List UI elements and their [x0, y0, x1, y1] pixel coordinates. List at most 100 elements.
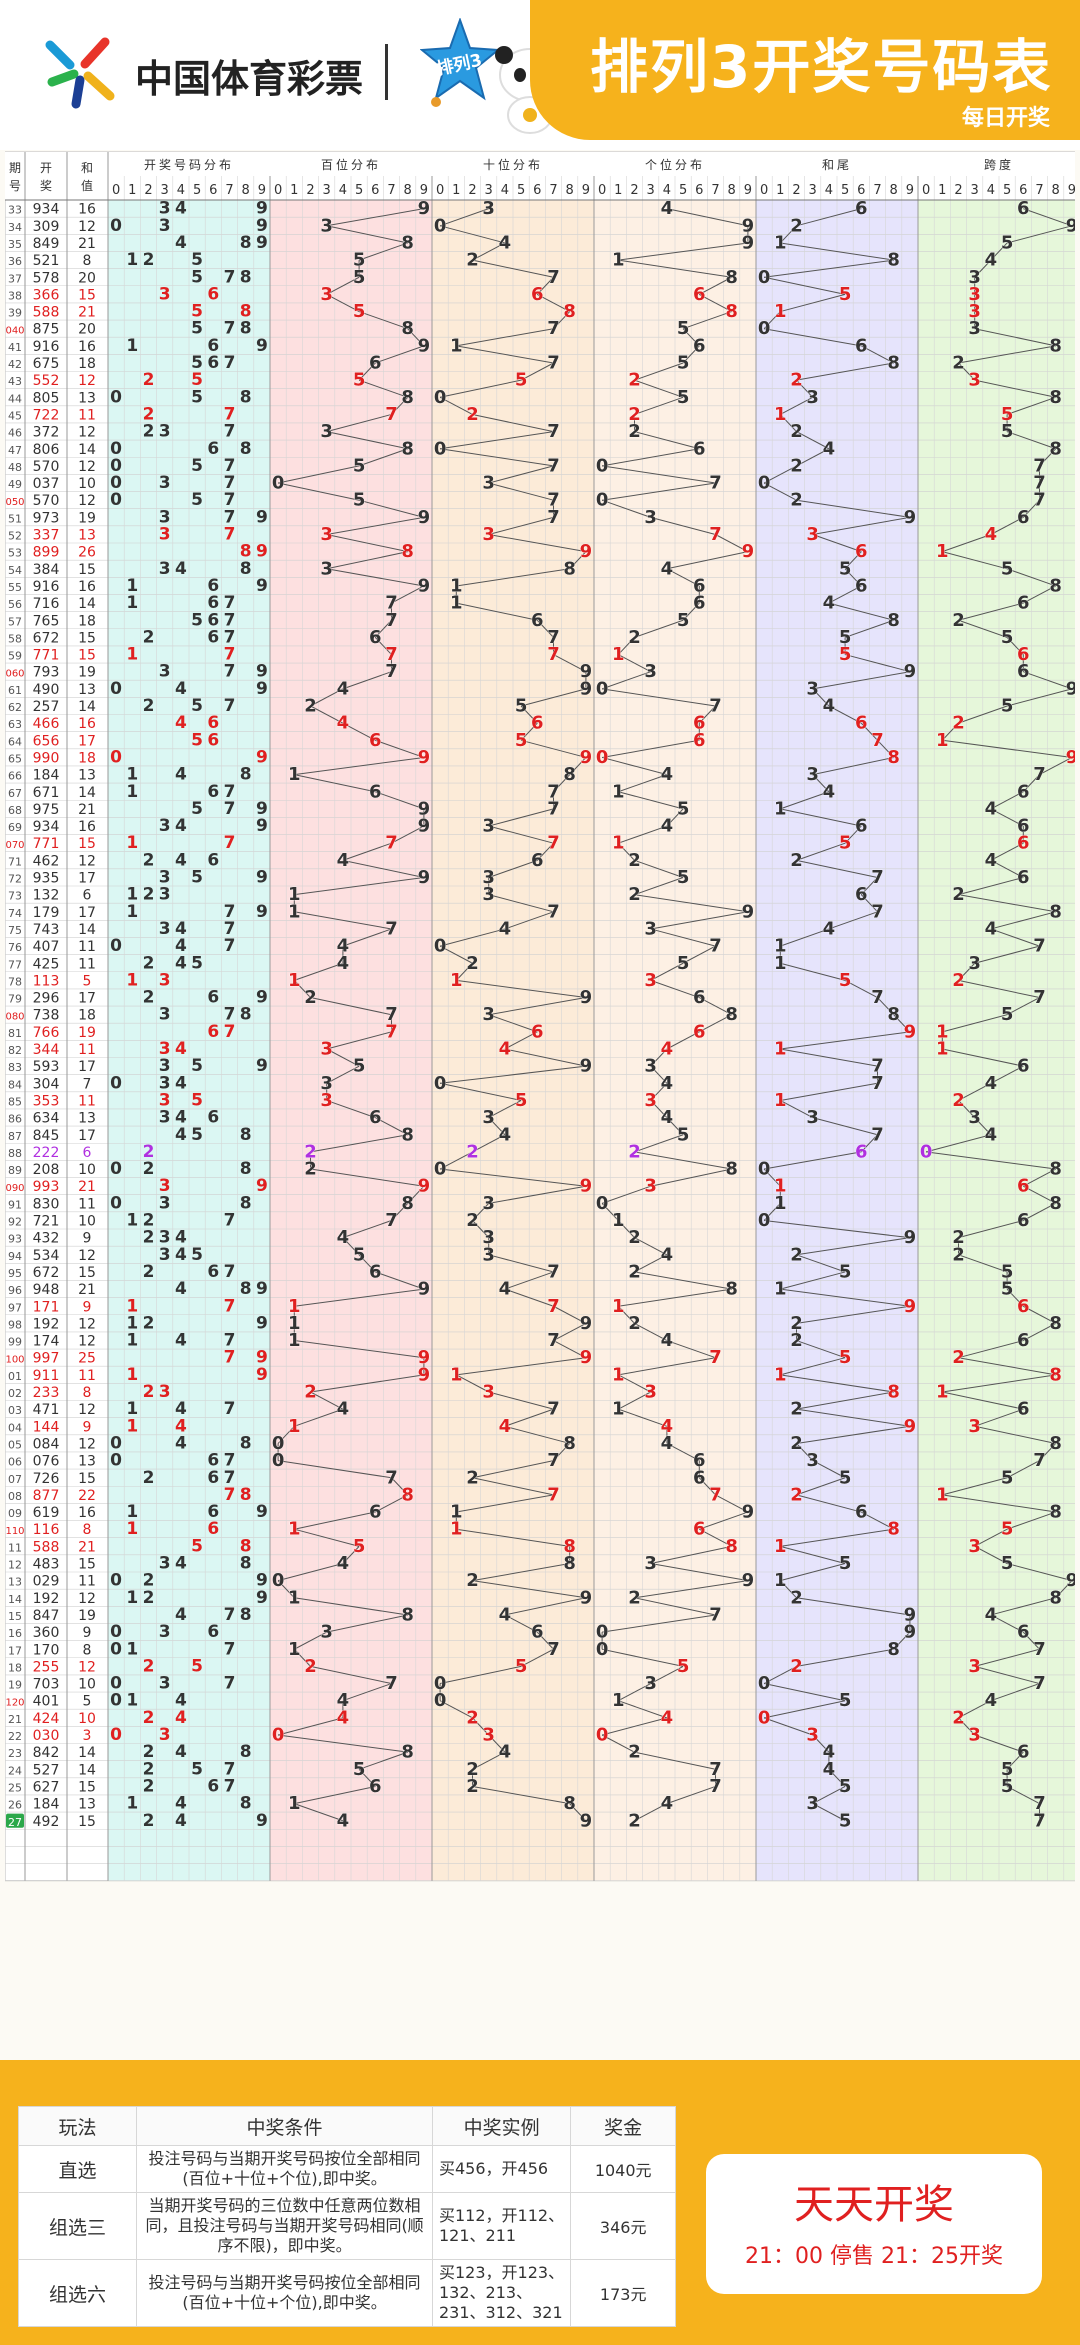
distribution-digit: 7: [224, 473, 236, 493]
distribution-digit: 2: [143, 250, 155, 270]
distribution-digit: 9: [256, 1279, 268, 1299]
trend-line: [1039, 757, 1073, 776]
sum-cell: 15: [78, 836, 96, 852]
distribution-digit: 1: [126, 593, 138, 613]
distribution-digit: 0: [110, 1073, 122, 1093]
sum-cell: 6: [83, 888, 92, 904]
trend-point: 5: [677, 387, 690, 408]
trend-line: [1023, 1168, 1056, 1187]
trend-line: [456, 328, 554, 347]
trend-point: 9: [742, 901, 755, 922]
trend-point: 9: [418, 747, 431, 768]
distribution-digit: 6: [207, 1451, 219, 1471]
trend-line: [942, 534, 992, 553]
trend-point: 6: [693, 1467, 706, 1488]
trend-point: 8: [1049, 1364, 1062, 1385]
trend-point: 1: [774, 1536, 787, 1557]
trend-point: 9: [580, 1056, 593, 1077]
trend-line: [472, 1580, 586, 1599]
trend-line: [828, 911, 878, 930]
trend-line: [342, 1220, 392, 1239]
trend-point: 7: [709, 1484, 722, 1505]
issue-cell: 97: [8, 1301, 22, 1314]
trend-point: 4: [985, 918, 998, 939]
trend-point: 7: [385, 1021, 398, 1042]
trend-point: 9: [1066, 678, 1075, 699]
trend-point: 2: [304, 1382, 317, 1403]
distribution-digit: 7: [224, 267, 236, 287]
trend-line: [294, 962, 344, 981]
trend-point: 3: [644, 1090, 657, 1111]
issue-cell: 37: [8, 272, 22, 285]
trend-point: 0: [758, 318, 771, 339]
trend-point: 4: [823, 438, 836, 459]
trend-point: 7: [871, 987, 884, 1008]
trend-line: [294, 1340, 424, 1359]
trend-point: 9: [580, 747, 593, 768]
issue-cell: 55: [8, 581, 22, 594]
number-cell: 993: [33, 1179, 60, 1195]
trend-point: 1: [288, 884, 301, 905]
distribution-digit: 6: [207, 1502, 219, 1522]
trend-line: [796, 1340, 846, 1359]
trend-line: [294, 756, 424, 776]
trend-line: [796, 1494, 862, 1513]
issue-cell: 23: [8, 1747, 22, 1760]
sum-cell: 21: [78, 1539, 96, 1555]
number-cell: 116: [33, 1522, 60, 1538]
trend-line: [439, 379, 522, 398]
trend-line: [796, 1254, 846, 1273]
sum-cell: 17: [78, 733, 96, 749]
trend-point: 5: [839, 558, 852, 579]
issue-cell: 86: [8, 1113, 22, 1126]
distribution-digit: 5: [191, 1759, 203, 1779]
trend-line: [601, 1203, 619, 1221]
rule-example: 买112，开112、121、211: [431, 2192, 572, 2260]
page-subtitle: 每日开奖: [961, 106, 1050, 131]
distribution-digit: 8: [240, 559, 252, 579]
trend-line: [942, 551, 1008, 570]
issue-cell: 79: [8, 993, 22, 1006]
trend-point: 7: [709, 1759, 722, 1780]
trend-line: [439, 1151, 473, 1170]
trend-point: 2: [628, 1313, 641, 1334]
trend-point: 4: [823, 696, 836, 717]
distribution-digit: 5: [191, 730, 203, 750]
trend-line: [796, 448, 830, 467]
trend-point: 6: [1017, 781, 1030, 802]
distribution-digit: 7: [224, 525, 236, 545]
trend-point: 2: [466, 404, 479, 425]
trend-line: [342, 1546, 360, 1564]
trend-line: [456, 345, 554, 364]
distribution-digit: 3: [159, 868, 171, 888]
trend-line: [763, 276, 846, 295]
trend-line: [456, 1357, 586, 1376]
distribution-digit: 1: [126, 1296, 138, 1316]
trend-line: [796, 208, 862, 227]
trend-point: 9: [580, 1313, 593, 1334]
trend-line: [958, 1254, 1008, 1273]
sum-cell: 10: [78, 1162, 96, 1178]
trend-point: 1: [450, 1519, 463, 1540]
trend-point: 1: [774, 1279, 787, 1300]
distribution-digit: 3: [159, 1245, 171, 1265]
trend-line: [440, 448, 554, 467]
distribution-digit: 8: [240, 319, 252, 339]
sum-cell: 17: [78, 905, 96, 921]
issue-cell: 88: [8, 1147, 22, 1160]
trend-line: [958, 894, 1056, 913]
trend-point: 8: [725, 1536, 738, 1557]
issue-cell: 24: [8, 1764, 22, 1777]
distribution-digit: 1: [126, 885, 138, 905]
distribution-digit: 0: [110, 490, 122, 510]
number-cell: 184: [33, 1797, 60, 1813]
trend-chart-frame: 期号开奖和值开奖号码分布 0 1 2 3 4 5 6 7 8 9 百位分布 0 1 2 3 4 5 6 7 8 9 十位分布…: [0, 150, 1080, 2085]
sum-cell: 10: [78, 1677, 96, 1693]
digit-header: 8: [242, 183, 250, 198]
title-banner: [530, 0, 1080, 140]
trend-point: 1: [612, 781, 625, 802]
sum-cell: 20: [78, 322, 96, 338]
number-cell: 462: [33, 853, 60, 869]
trend-point: 0: [434, 1673, 447, 1694]
trend-point: 9: [580, 678, 593, 699]
